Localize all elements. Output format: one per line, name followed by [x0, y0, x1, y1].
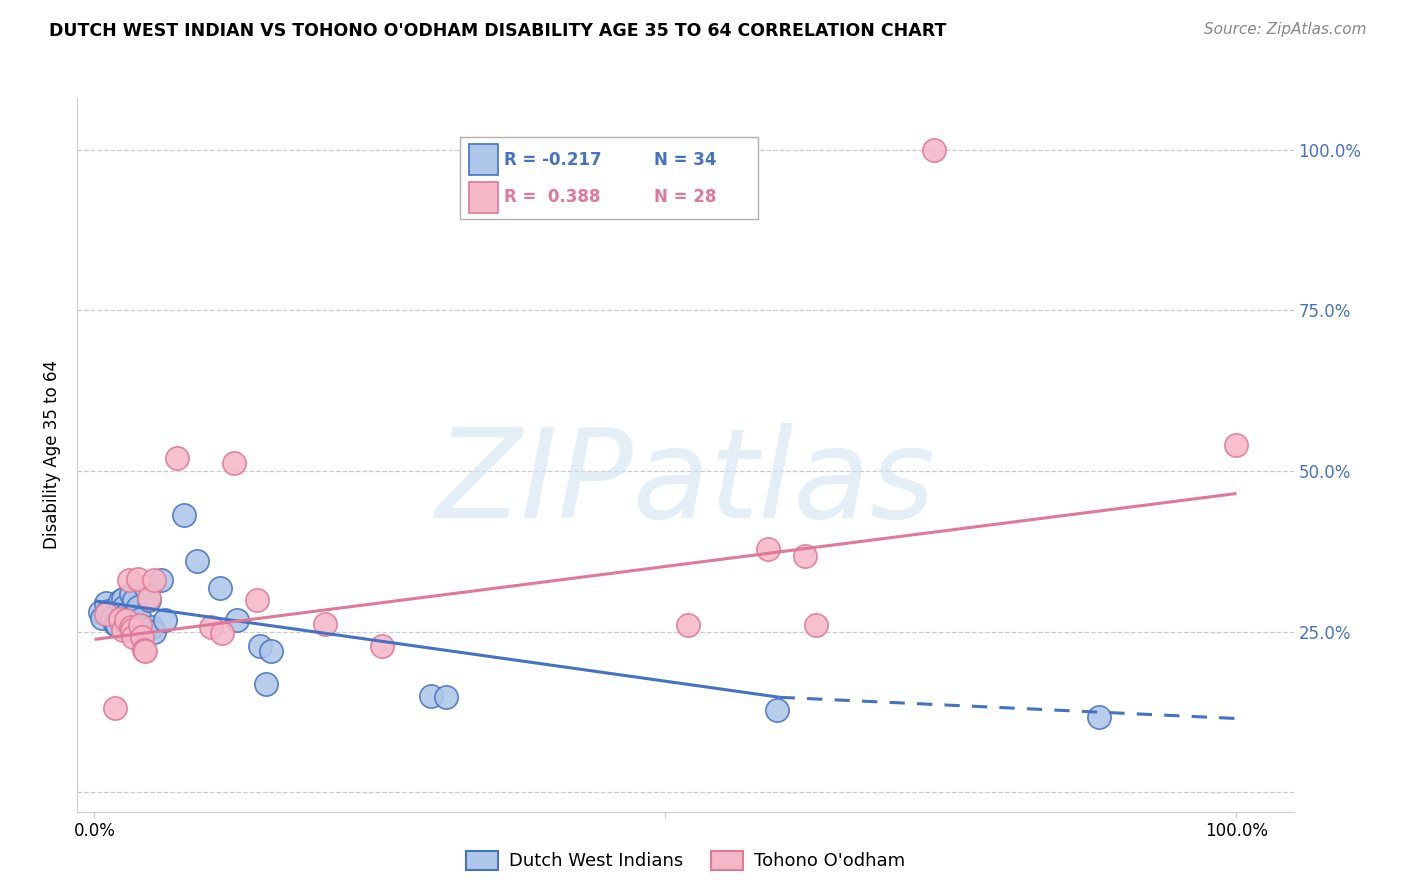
Point: [94, 596, 117, 610]
Text: DUTCH WEST INDIAN VS TOHONO O'ODHAM DISABILITY AGE 35 TO 64 CORRELATION CHART: DUTCH WEST INDIAN VS TOHONO O'ODHAM DISA…: [49, 22, 946, 40]
Point: [141, 619, 163, 633]
Point: [120, 587, 142, 601]
Point: [124, 592, 146, 607]
Text: R =  0.388: R = 0.388: [503, 188, 600, 206]
Point: [122, 630, 145, 644]
Point: [434, 690, 457, 705]
Point: [118, 613, 141, 627]
Point: [134, 644, 156, 658]
Point: [420, 689, 443, 703]
Point: [135, 581, 157, 595]
Point: [166, 451, 188, 466]
Point: [129, 618, 152, 632]
Point: [118, 574, 141, 588]
Point: [138, 591, 160, 606]
Point: [127, 599, 149, 614]
Point: [922, 143, 945, 157]
Point: [222, 456, 245, 470]
Point: [115, 607, 138, 621]
Point: [793, 549, 815, 563]
Text: ZIPatlas: ZIPatlas: [436, 423, 935, 544]
Point: [127, 572, 149, 586]
Point: [1225, 438, 1247, 452]
Point: [105, 618, 128, 632]
Point: [142, 574, 165, 588]
Text: N = 28: N = 28: [654, 188, 717, 206]
Point: [112, 600, 135, 615]
Point: [132, 642, 155, 657]
Legend: Dutch West Indians, Tohono O'odham: Dutch West Indians, Tohono O'odham: [458, 844, 912, 878]
Point: [104, 617, 127, 632]
Point: [186, 554, 208, 568]
Point: [142, 624, 165, 639]
Point: [97, 604, 120, 618]
Point: [129, 612, 152, 626]
Point: [111, 591, 134, 606]
Point: [149, 574, 172, 588]
Point: [173, 508, 195, 522]
Point: [108, 612, 131, 626]
Point: [804, 618, 827, 632]
Text: R = -0.217: R = -0.217: [503, 151, 602, 169]
Point: [121, 624, 143, 638]
Text: Source: ZipAtlas.com: Source: ZipAtlas.com: [1204, 22, 1367, 37]
Point: [766, 703, 789, 717]
Point: [246, 592, 269, 607]
Point: [314, 617, 336, 632]
Point: [249, 639, 271, 653]
Point: [131, 630, 153, 644]
Point: [108, 594, 131, 608]
Point: [1088, 709, 1111, 723]
Point: [155, 613, 177, 627]
Point: [756, 542, 779, 557]
Point: [115, 613, 138, 627]
Point: [91, 610, 114, 624]
Text: N = 34: N = 34: [654, 151, 717, 169]
Point: [111, 624, 134, 638]
Point: [254, 677, 277, 691]
Point: [226, 613, 249, 627]
Y-axis label: Disability Age 35 to 64: Disability Age 35 to 64: [44, 360, 62, 549]
Point: [260, 644, 283, 658]
Point: [211, 626, 233, 640]
Point: [94, 607, 117, 621]
Point: [89, 606, 111, 620]
Point: [104, 700, 127, 714]
Point: [120, 619, 142, 633]
Point: [209, 581, 232, 595]
Point: [371, 639, 394, 653]
Point: [200, 619, 222, 633]
Point: [100, 610, 122, 624]
Point: [138, 592, 160, 607]
Point: [678, 618, 700, 632]
Point: [131, 619, 153, 633]
